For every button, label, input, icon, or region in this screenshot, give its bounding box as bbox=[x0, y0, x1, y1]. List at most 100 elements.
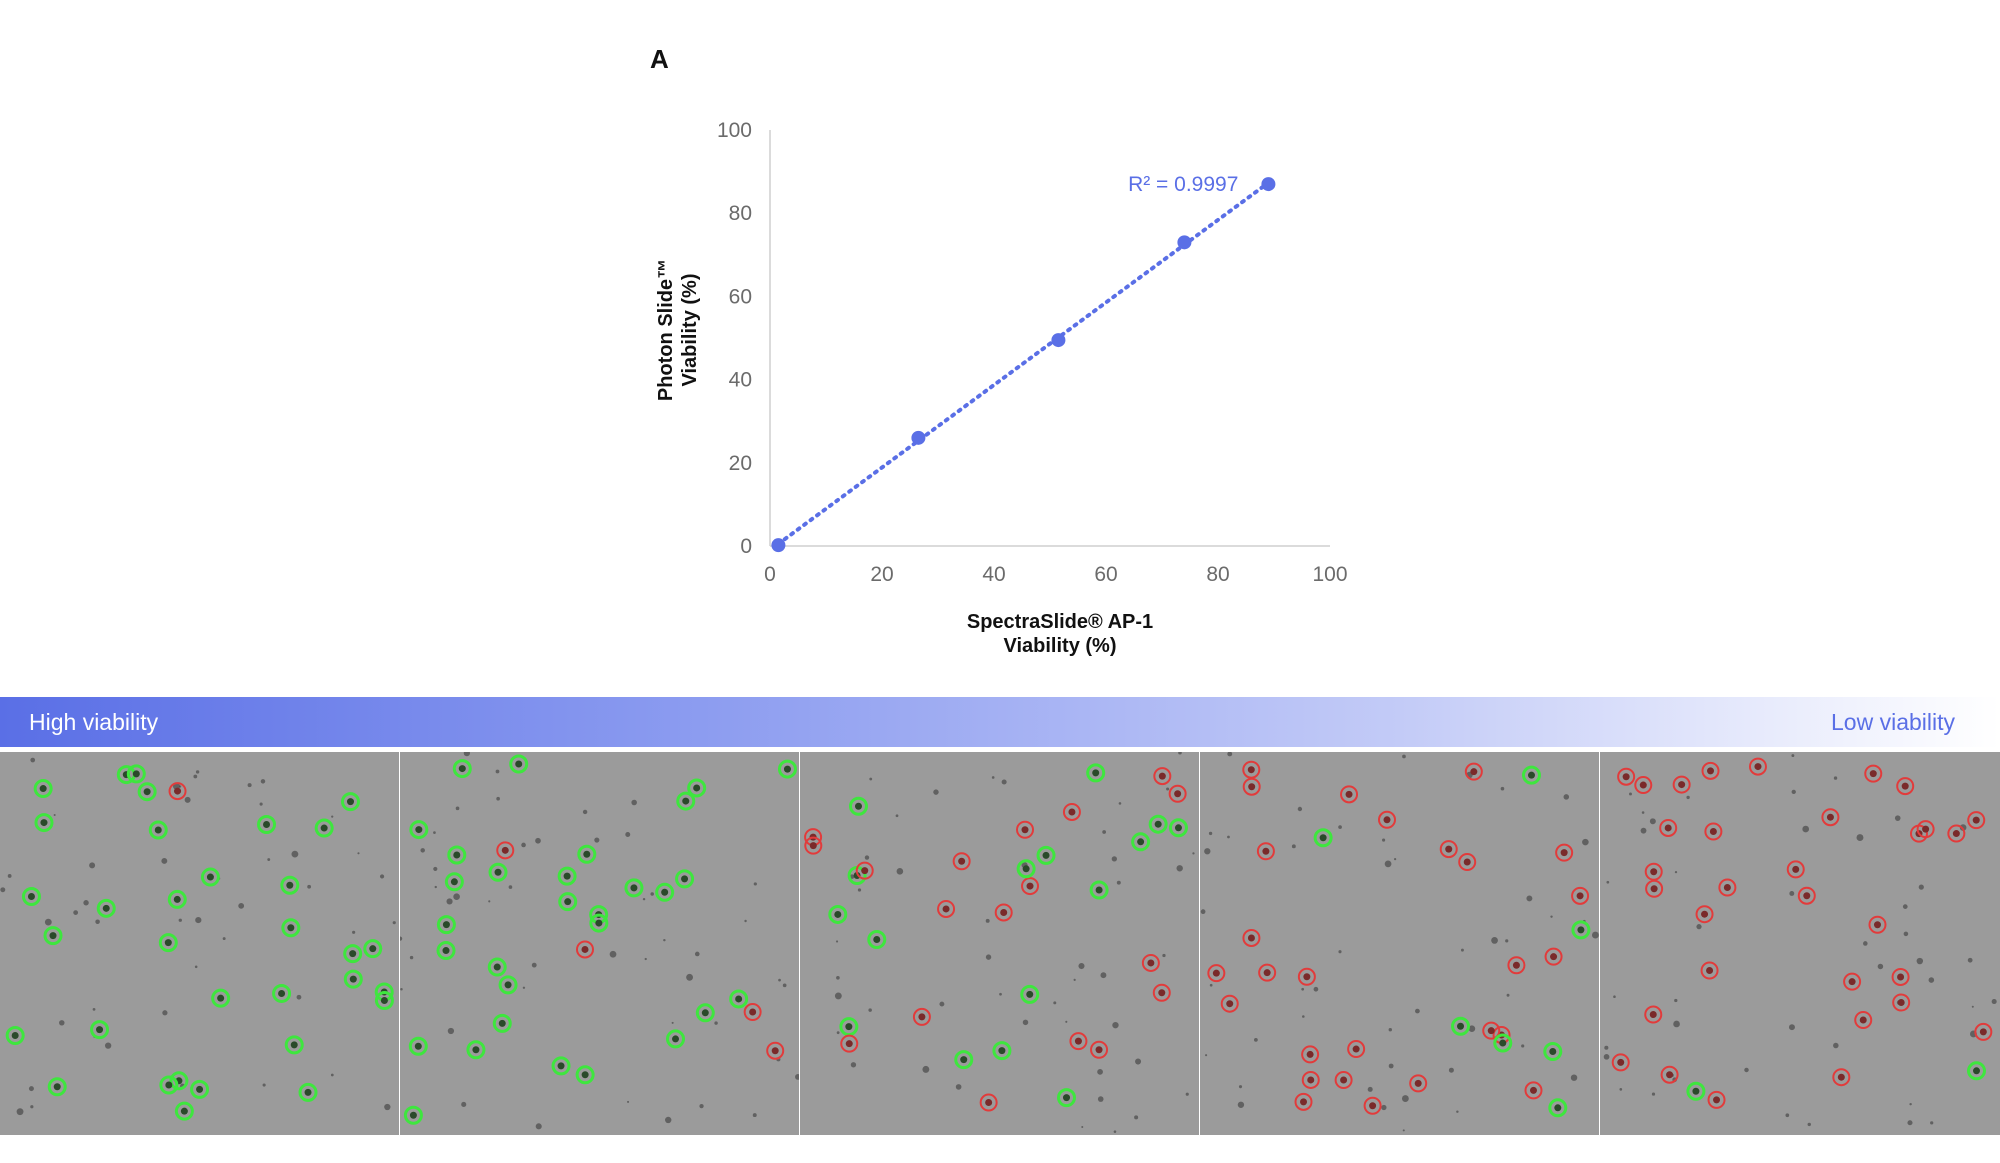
debris-dot bbox=[1506, 993, 1510, 997]
debris-dot bbox=[89, 862, 96, 869]
debris-dot bbox=[400, 936, 403, 941]
debris-dot bbox=[92, 1007, 96, 1011]
dead-cell-marker bbox=[1555, 843, 1574, 862]
dead-cell-marker bbox=[1672, 775, 1691, 794]
cell-body bbox=[320, 824, 328, 832]
live-cell-marker bbox=[343, 969, 363, 989]
debris-dot bbox=[1097, 1069, 1103, 1075]
dead-cell-marker bbox=[743, 1003, 762, 1022]
x-axis-title-line: Viability (%) bbox=[1004, 635, 1117, 657]
cell-body bbox=[1307, 1076, 1315, 1084]
dead-cell-marker bbox=[937, 899, 956, 918]
live-cell-marker bbox=[992, 1041, 1012, 1061]
live-cell-marker bbox=[624, 878, 644, 898]
debris-dot bbox=[1909, 1102, 1912, 1106]
cell-body bbox=[53, 1083, 61, 1091]
live-cell-marker bbox=[1543, 1041, 1563, 1061]
debris-dot bbox=[357, 852, 360, 855]
live-cell-marker bbox=[848, 796, 868, 816]
cell-body bbox=[845, 1040, 853, 1048]
debris-dot bbox=[521, 842, 526, 848]
cell-body bbox=[1692, 1087, 1700, 1095]
debris-dot bbox=[869, 777, 873, 781]
debris-dot bbox=[1001, 779, 1007, 785]
debris-dot bbox=[83, 900, 89, 906]
cell-body bbox=[557, 1062, 565, 1070]
live-cell-marker bbox=[551, 1056, 571, 1076]
cell-body bbox=[1678, 781, 1686, 789]
dead-cell-marker bbox=[1378, 810, 1397, 829]
debris-dot bbox=[1606, 880, 1610, 884]
debris-dot bbox=[714, 1021, 718, 1025]
live-cell-marker bbox=[363, 939, 383, 959]
cell-body bbox=[1803, 892, 1811, 900]
dead-cell-marker bbox=[1832, 1068, 1851, 1087]
debris-dot bbox=[1877, 963, 1884, 970]
cell-body bbox=[845, 1023, 853, 1031]
cell-body bbox=[1445, 845, 1453, 853]
cell-body bbox=[1174, 790, 1182, 798]
debris-dot bbox=[1863, 941, 1868, 946]
x-tick-label: 60 bbox=[1094, 563, 1117, 586]
live-cell-marker bbox=[558, 892, 578, 912]
debris-dot bbox=[991, 776, 995, 779]
cell-body bbox=[661, 888, 669, 896]
debris-dot bbox=[44, 918, 52, 926]
cell-body bbox=[1158, 989, 1166, 997]
dead-cell-marker bbox=[1748, 757, 1767, 776]
live-cell-marker bbox=[452, 759, 472, 779]
cell-body bbox=[165, 1081, 173, 1089]
live-cell-marker bbox=[403, 1105, 423, 1125]
cell-body bbox=[1622, 773, 1630, 781]
debris-dot bbox=[1237, 1101, 1245, 1108]
cell-body bbox=[1021, 826, 1029, 834]
y-tick-label: 20 bbox=[729, 452, 752, 475]
micrograph-panel bbox=[400, 752, 799, 1135]
debris-dot bbox=[1118, 802, 1122, 805]
live-cell-marker bbox=[148, 820, 168, 840]
dead-cell-marker bbox=[1974, 1022, 1993, 1041]
cell-body bbox=[985, 1099, 993, 1107]
dead-cell-marker bbox=[1947, 824, 1966, 843]
cell-body bbox=[1247, 934, 1255, 942]
dead-cell-marker bbox=[496, 841, 515, 860]
dead-cell-marker bbox=[1301, 1045, 1320, 1064]
cell-body bbox=[290, 1041, 298, 1049]
cell-body bbox=[143, 788, 151, 796]
debris-dot bbox=[1401, 1095, 1409, 1102]
debris-dot bbox=[162, 1010, 168, 1016]
dead-cell-marker bbox=[1700, 961, 1719, 980]
debris-dot bbox=[1208, 831, 1213, 836]
cell-body bbox=[682, 797, 690, 805]
panel-label: A bbox=[650, 44, 669, 74]
debris-dot bbox=[609, 950, 617, 958]
live-cell-marker bbox=[687, 778, 707, 798]
cell-body bbox=[27, 892, 35, 900]
live-cell-marker bbox=[488, 862, 508, 882]
cell-body bbox=[783, 765, 791, 773]
data-point bbox=[1051, 333, 1066, 348]
debris-dot bbox=[850, 1062, 857, 1068]
debris-dot bbox=[1500, 786, 1505, 791]
dead-cell-marker bbox=[1916, 820, 1935, 839]
live-cell-marker bbox=[436, 941, 456, 961]
cell-body bbox=[1617, 1058, 1625, 1066]
debris-dot bbox=[1521, 1044, 1525, 1048]
debris-dot bbox=[1081, 1125, 1084, 1128]
cell-body bbox=[180, 1107, 188, 1115]
cell-body bbox=[472, 1046, 480, 1054]
live-cell-marker bbox=[340, 792, 360, 812]
debris-dot bbox=[1789, 891, 1795, 896]
debris-dot bbox=[104, 1042, 112, 1049]
debris-dot bbox=[1302, 1015, 1305, 1018]
cell-body bbox=[1706, 967, 1714, 975]
live-cell-marker bbox=[190, 1079, 210, 1099]
cell-body bbox=[1248, 783, 1256, 791]
debris-dot bbox=[1802, 825, 1810, 833]
y-axis-title: Photon Slide™ Viability (%) bbox=[655, 259, 701, 401]
debris-dot bbox=[331, 815, 334, 818]
y-tick-label: 60 bbox=[729, 285, 752, 308]
dead-cell-marker bbox=[766, 1041, 785, 1060]
cell-body bbox=[501, 846, 509, 854]
data-points bbox=[771, 177, 1276, 553]
